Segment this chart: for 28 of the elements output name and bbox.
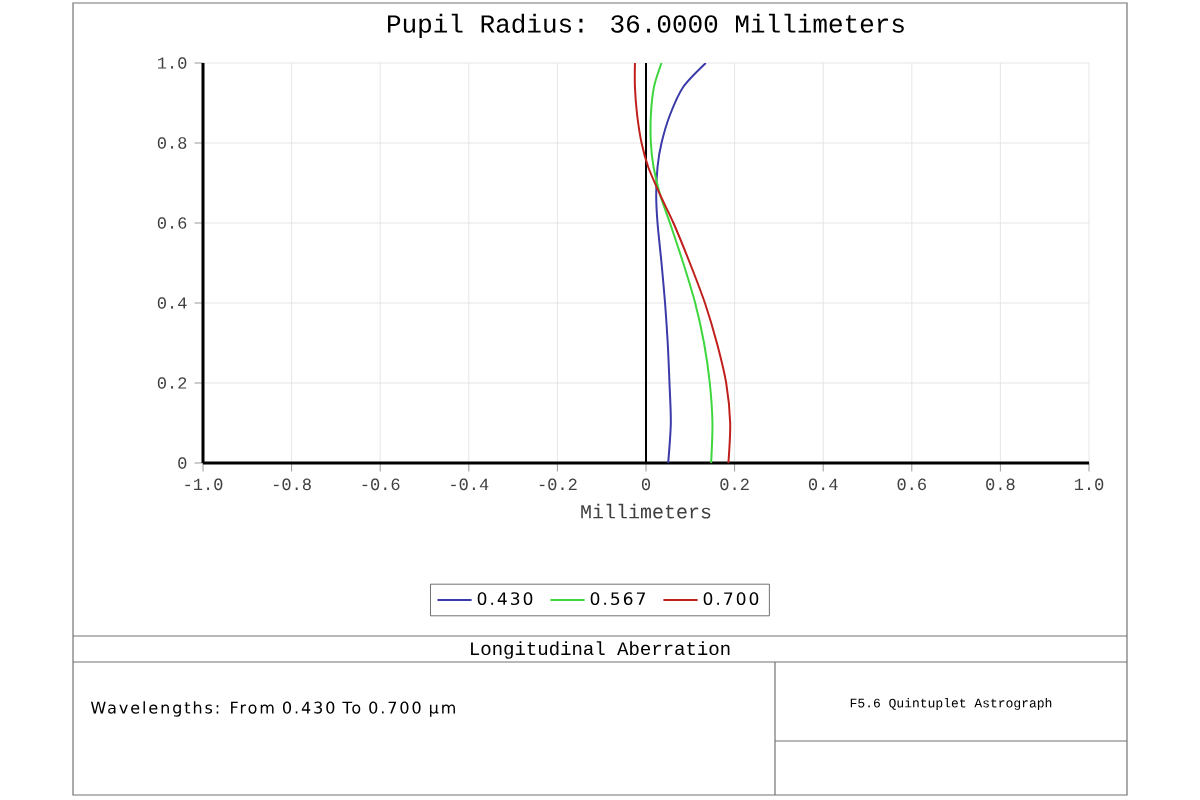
line-series bbox=[655, 63, 707, 463]
y-tick-label: 0.2 bbox=[157, 377, 187, 389]
x-tick-label: 0.4 bbox=[808, 478, 838, 491]
text: F5.6 Quintuplet Astrograph bbox=[850, 697, 1052, 711]
line-series bbox=[633, 63, 732, 463]
legend-label: 0.430 bbox=[477, 592, 533, 606]
x-tick-label: 1.0 bbox=[1074, 478, 1104, 491]
x-tick-label: -0.6 bbox=[362, 478, 400, 491]
y-tick-label: 0.6 bbox=[157, 217, 187, 229]
text: Longitudinal Aberration bbox=[471, 641, 730, 659]
y-tick-label: 0.8 bbox=[157, 137, 187, 149]
legend-label: 0.700 bbox=[703, 592, 759, 606]
x-tick-label: 0.6 bbox=[897, 478, 926, 491]
line-series bbox=[649, 63, 714, 463]
legend-label: 0.567 bbox=[590, 592, 645, 606]
x-tick-label: 0.2 bbox=[720, 478, 749, 491]
x-tick-label: -0.4 bbox=[451, 478, 489, 491]
chart-title: Pupil Radius: 36.0000 Millimeters bbox=[388, 13, 904, 38]
x-axis-title: Millimeters bbox=[581, 503, 711, 519]
x-tick-label: 0.8 bbox=[986, 478, 1015, 491]
x-tick-label: -0.2 bbox=[539, 478, 577, 491]
y-tick-label: 0 bbox=[178, 457, 187, 469]
x-tick-label: -1.0 bbox=[185, 478, 223, 491]
text: Wavelengths: From 0.430 To 0.700 µm bbox=[90, 701, 455, 717]
x-tick-label: -0.8 bbox=[273, 478, 311, 491]
y-tick-label: 1.0 bbox=[158, 57, 187, 69]
y-tick-label: 0.4 bbox=[157, 297, 187, 309]
x-tick-label: 0 bbox=[641, 478, 651, 491]
